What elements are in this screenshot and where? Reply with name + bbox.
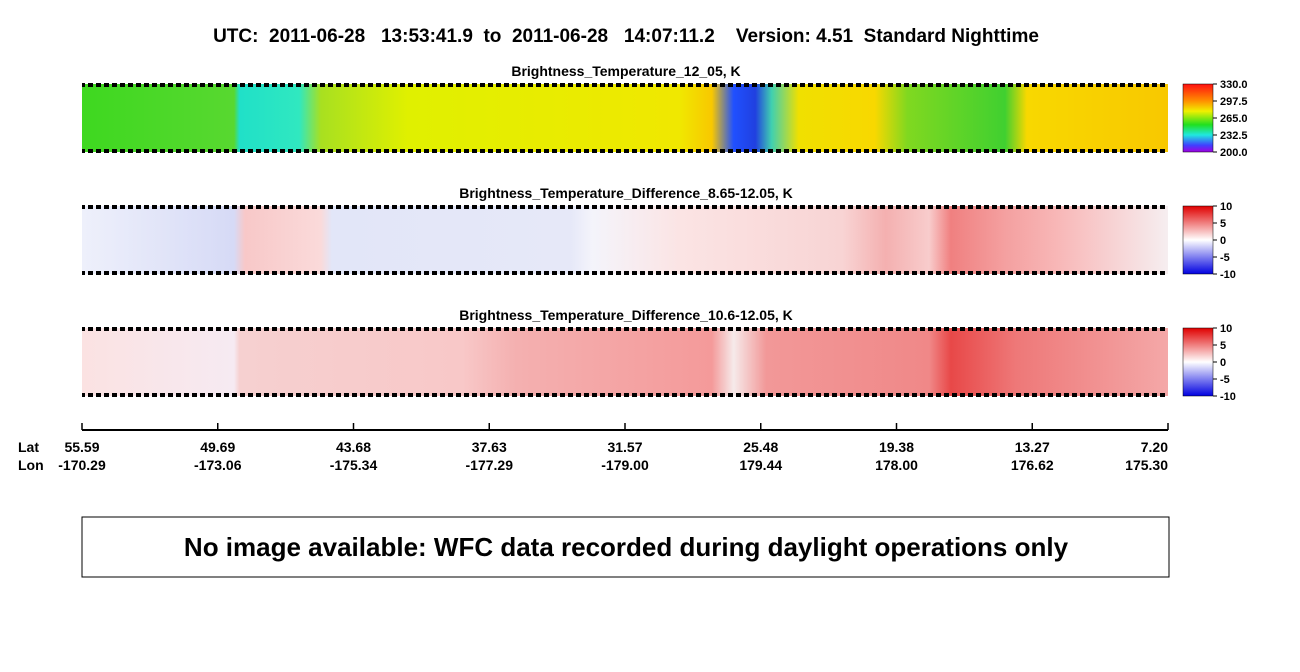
colorbar-tick-label: 232.5 (1220, 130, 1248, 142)
lat-tick-label: 19.38 (879, 439, 914, 455)
colorbar-tick-label: 10 (1220, 323, 1232, 335)
strip-edge (82, 205, 1168, 209)
lon-tick-label: -173.06 (194, 457, 242, 473)
colorbar-tick-label: 265.0 (1220, 113, 1248, 125)
lon-tick-label: 175.30 (1125, 457, 1168, 473)
lon-tick-label: -170.29 (58, 457, 106, 473)
colorbar-tick-label: 297.5 (1220, 96, 1248, 108)
colorbar (1182, 83, 1214, 153)
lat-tick-label: 37.63 (472, 439, 507, 455)
colorbar-tick-label: 5 (1220, 340, 1226, 352)
lon-tick-label: 176.62 (1011, 457, 1054, 473)
lat-tick-label: 25.48 (743, 439, 778, 455)
colorbar-tick-label: 330.0 (1220, 79, 1248, 91)
data-strip (82, 206, 1168, 274)
lon-tick-label: -175.34 (330, 457, 378, 473)
colorbar-tick-label: 200.0 (1220, 147, 1248, 159)
lon-tick-label: 179.44 (739, 457, 782, 473)
message: No image available: WFC data recorded du… (184, 532, 1069, 562)
lat-tick-label: 13.27 (1015, 439, 1050, 455)
colorbar (1182, 327, 1214, 397)
colorbar-tick-label: -5 (1220, 374, 1230, 386)
colorbar-tick-label: -10 (1220, 391, 1236, 403)
lon-tick-label: -179.00 (601, 457, 649, 473)
panel-title: Brightness_Temperature_Difference_8.65-1… (459, 185, 793, 201)
strip-edge (82, 393, 1168, 397)
lat-tick-label: 43.68 (336, 439, 371, 455)
strip-edge (82, 271, 1168, 275)
lat-tick-label: 49.69 (200, 439, 235, 455)
lat-label: Lat (18, 439, 39, 455)
colorbar-tick-label: 5 (1220, 218, 1226, 230)
lat-tick-label: 55.59 (64, 439, 99, 455)
colorbar (1182, 205, 1214, 275)
strip-edge (82, 149, 1168, 153)
strip-edge (82, 83, 1168, 87)
panel-title: Brightness_Temperature_12_05, K (511, 63, 740, 79)
colorbar-tick-label: -5 (1220, 252, 1230, 264)
message-box (81, 516, 1170, 578)
data-strip (82, 84, 1168, 152)
data-strip (82, 328, 1168, 396)
colorbar-tick-label: 0 (1220, 357, 1226, 369)
strip-edge (82, 327, 1168, 331)
title: UTC: 2011-06-28 13:53:41.9 to 2011-06-28… (213, 26, 1039, 47)
panel-title: Brightness_Temperature_Difference_10.6-1… (459, 307, 793, 323)
lon-tick-label: -177.29 (466, 457, 514, 473)
lon-label: Lon (18, 457, 44, 473)
lat-tick-label: 31.57 (607, 439, 642, 455)
colorbar-tick-label: 0 (1220, 235, 1226, 247)
colorbar-tick-label: 10 (1220, 201, 1232, 213)
colorbar-tick-label: -10 (1220, 269, 1236, 281)
lat-tick-label: 7.20 (1141, 439, 1168, 455)
lon-tick-label: 178.00 (875, 457, 918, 473)
